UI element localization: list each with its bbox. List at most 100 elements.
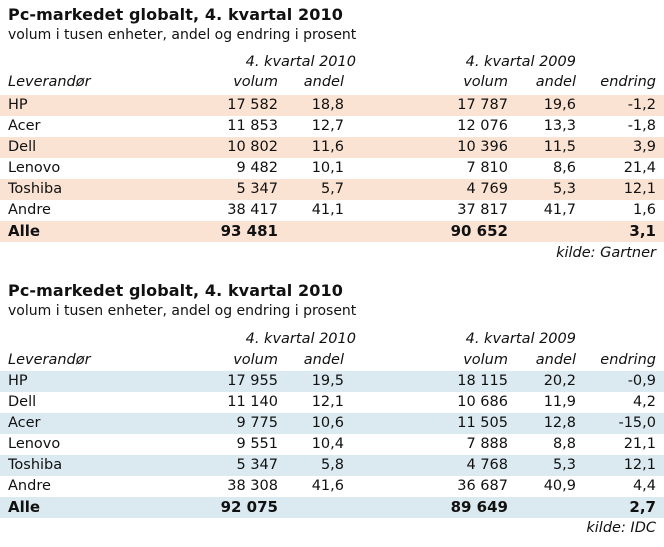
endring-cell: 21,4	[623, 160, 656, 176]
vendor-cell: Alle	[8, 498, 41, 516]
vendor-cell: Acer	[8, 415, 41, 431]
andel-2010-cell	[280, 497, 344, 518]
andel-2009-cell: 13,3	[543, 118, 576, 134]
vendor-cell: Lenovo	[8, 436, 61, 452]
group-header-2010: 4. kvartal 2010	[245, 54, 356, 70]
andel-2009-cell: 41,7	[543, 202, 576, 218]
vendor-cell: HP	[8, 373, 28, 389]
table-row: Dell 11 140 12,1 10 686 11,9 4,2	[0, 392, 664, 413]
endring-cell: 4,4	[632, 478, 656, 494]
volum-2010-cell: 9 482	[236, 160, 278, 176]
andel-2009-cell: 11,9	[543, 394, 576, 410]
andel-2010-cell: 10,1	[311, 160, 344, 176]
andel-2010-cell: 11,6	[311, 139, 344, 155]
volum-2009-cell: 18 115	[457, 373, 508, 389]
volum-2009-cell: 36 687	[457, 478, 508, 494]
table-row: Acer 9 775 10,6 11 505 12,8 -15,0	[0, 413, 664, 434]
andel-2009-cell	[510, 497, 576, 518]
andel-2009-cell: 8,6	[552, 160, 576, 176]
volum-2009-cell: 17 787	[457, 97, 508, 113]
volum-2010-cell: 9 551	[236, 436, 278, 452]
vendor-cell: HP	[8, 97, 28, 113]
table-subtitle: volum i tusen enheter, andel og endring …	[8, 27, 357, 43]
andel-2009-cell: 11,5	[543, 139, 576, 155]
group-header-2009: 4. kvartal 2009	[465, 54, 576, 70]
table-row: HP 17 955 19,5 18 115 20,2 -0,9	[0, 371, 664, 392]
andel-2009-cell: 40,9	[543, 478, 576, 494]
andel-2009-cell: 5,3	[552, 181, 576, 197]
col-volum-2009-header: volum	[463, 352, 508, 368]
table-title: Pc-markedet globalt, 4. kvartal 2010	[8, 281, 343, 300]
andel-2009-cell: 19,6	[543, 97, 576, 113]
vendor-cell: Dell	[8, 394, 37, 410]
andel-2010-cell	[280, 221, 344, 242]
andel-2010-cell: 19,5	[311, 373, 344, 389]
andel-2010-cell: 5,7	[320, 181, 344, 197]
table-subtitle: volum i tusen enheter, andel og endring …	[8, 303, 357, 319]
group-header-2010: 4. kvartal 2010	[245, 331, 356, 347]
col-volum-2010-header: volum	[233, 352, 278, 368]
volum-2010-cell: 38 308	[227, 478, 278, 494]
andel-2010-cell: 12,7	[311, 118, 344, 134]
col-volum-2009-header: volum	[463, 74, 508, 90]
andel-2010-cell: 18,8	[311, 97, 344, 113]
andel-2010-cell: 12,1	[311, 394, 344, 410]
vendor-cell: Andre	[8, 202, 51, 218]
group-header-row: 4. kvartal 2010 4. kvartal 2009	[0, 329, 664, 350]
volum-2010-cell: 92 075	[220, 498, 278, 516]
table-row: Andre 38 308 41,6 36 687 40,9 4,4	[0, 476, 664, 497]
endring-cell: -15,0	[618, 415, 656, 431]
volum-2010-cell: 5 347	[236, 457, 278, 473]
volum-2009-cell: 11 505	[457, 415, 508, 431]
volum-2010-cell: 17 955	[227, 373, 278, 389]
volum-2009-cell: 12 076	[457, 118, 508, 134]
endring-cell: 1,6	[632, 202, 656, 218]
col-vendor-header: Leverandør	[8, 352, 91, 368]
endring-cell: 12,1	[623, 181, 656, 197]
endring-cell: -1,2	[627, 97, 656, 113]
volum-2009-cell: 37 817	[457, 202, 508, 218]
vendor-cell: Toshiba	[8, 181, 63, 197]
volum-2010-cell: 17 582	[227, 97, 278, 113]
andel-2009-cell: 12,8	[543, 415, 576, 431]
andel-2010-cell: 10,6	[311, 415, 344, 431]
col-andel-2010-header: andel	[303, 74, 344, 90]
column-header-row: Leverandør volum andel volum andel endri…	[0, 350, 664, 371]
endring-cell: 3,9	[632, 139, 656, 155]
col-endring-header: endring	[600, 74, 656, 90]
volum-2009-cell: 89 649	[450, 498, 508, 516]
vendor-cell: Acer	[8, 118, 41, 134]
col-andel-2010-header: andel	[303, 352, 344, 368]
table-source: kilde: IDC	[586, 520, 656, 536]
endring-cell: -1,8	[627, 118, 656, 134]
volum-2010-cell: 5 347	[236, 181, 278, 197]
vendor-cell: Toshiba	[8, 457, 63, 473]
table-title: Pc-markedet globalt, 4. kvartal 2010	[8, 5, 343, 24]
andel-2010-cell: 41,6	[311, 478, 344, 494]
volum-2009-cell: 10 686	[457, 394, 508, 410]
table-row: Lenovo 9 551 10,4 7 888 8,8 21,1	[0, 434, 664, 455]
table-row: Dell 10 802 11,6 10 396 11,5 3,9	[0, 137, 664, 158]
volum-2010-cell: 93 481	[220, 222, 278, 240]
volum-2010-cell: 11 140	[227, 394, 278, 410]
andel-2009-cell: 8,8	[552, 436, 576, 452]
volum-2010-cell: 38 417	[227, 202, 278, 218]
endring-cell: -0,9	[627, 373, 656, 389]
endring-cell: 2,7	[629, 498, 656, 516]
volum-2010-cell: 10 802	[227, 139, 278, 155]
volum-2009-cell: 90 652	[450, 222, 508, 240]
andel-2010-cell: 10,4	[311, 436, 344, 452]
table-row: Andre 38 417 41,1 37 817 41,7 1,6	[0, 200, 664, 221]
col-endring-header: endring	[600, 352, 656, 368]
andel-2009-cell	[510, 221, 576, 242]
endring-cell: 21,1	[623, 436, 656, 452]
vendor-cell: Dell	[8, 139, 37, 155]
andel-2010-cell: 5,8	[320, 457, 344, 473]
col-andel-2009-header: andel	[535, 352, 576, 368]
table-total-row: Alle 92 075 89 649 2,7	[0, 497, 664, 518]
group-header-2009: 4. kvartal 2009	[465, 331, 576, 347]
column-header-row: Leverandør volum andel volum andel endri…	[0, 72, 664, 93]
table-row: Acer 11 853 12,7 12 076 13,3 -1,8	[0, 116, 664, 137]
andel-2010-cell: 41,1	[311, 202, 344, 218]
col-vendor-header: Leverandør	[8, 74, 91, 90]
